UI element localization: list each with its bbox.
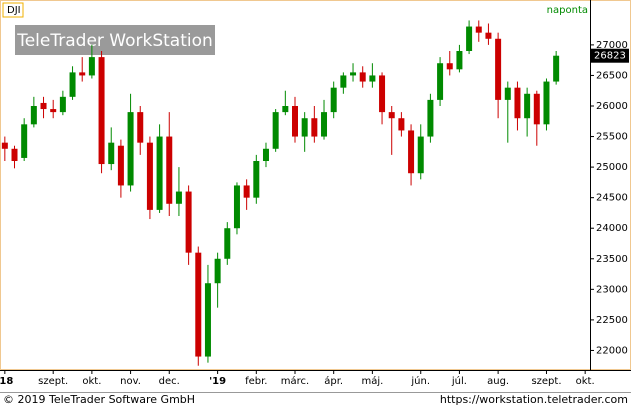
candle-body bbox=[350, 72, 357, 76]
candle-body bbox=[166, 136, 173, 204]
candle-body bbox=[88, 57, 95, 76]
candle-body bbox=[21, 124, 28, 158]
x-tick-label: szept. bbox=[531, 376, 561, 387]
chart-subtitle: naponta bbox=[547, 5, 588, 16]
candle-body bbox=[243, 185, 250, 198]
candle-body bbox=[1, 142, 8, 149]
x-tick-label: jún. bbox=[410, 375, 430, 387]
candle-body bbox=[408, 130, 415, 174]
candle-body bbox=[504, 87, 511, 100]
y-tick-label: 25000 bbox=[596, 162, 628, 173]
candle-body bbox=[359, 72, 366, 82]
candle-body bbox=[137, 112, 144, 143]
watermark: TeleTrader WorkStation bbox=[16, 31, 213, 51]
x-tick-label: júl. bbox=[451, 375, 467, 387]
x-tick-label: máj. bbox=[361, 375, 383, 387]
candle-body bbox=[514, 87, 521, 119]
candle-body bbox=[475, 26, 482, 33]
candle-body bbox=[437, 63, 444, 100]
y-tick-label: 24500 bbox=[596, 193, 628, 204]
candle-body bbox=[40, 102, 47, 110]
candle-body bbox=[292, 106, 298, 137]
candle-body bbox=[533, 93, 540, 125]
candle-body bbox=[330, 87, 337, 113]
candle-body bbox=[204, 283, 211, 357]
y-tick-label: 26000 bbox=[596, 101, 628, 112]
candle-body bbox=[466, 26, 473, 51]
candle-body bbox=[553, 55, 560, 82]
candle-body bbox=[485, 32, 492, 39]
candle-body bbox=[214, 258, 221, 284]
candle-body bbox=[321, 112, 328, 137]
candle-body bbox=[79, 72, 86, 76]
y-tick-label: 25500 bbox=[596, 132, 628, 143]
frame bbox=[0, 0, 631, 370]
y-tick-label: 24000 bbox=[596, 223, 628, 234]
y-tick-label: 26500 bbox=[596, 70, 628, 81]
x-tick-label: okt. bbox=[82, 376, 101, 387]
candle-body bbox=[495, 38, 502, 100]
last-price-label: 26823 bbox=[594, 51, 626, 62]
candle-body bbox=[185, 191, 192, 253]
x-tick-label: '19 bbox=[209, 376, 226, 387]
candle-body bbox=[175, 191, 182, 204]
candle-body bbox=[50, 109, 57, 113]
candle-body bbox=[127, 112, 134, 186]
symbol-box bbox=[2, 2, 24, 18]
candle-body bbox=[224, 228, 231, 259]
x-tick-label: '18 bbox=[0, 376, 13, 387]
y-tick-label: 22500 bbox=[596, 315, 628, 326]
x-tick-label: okt. bbox=[576, 376, 595, 387]
candle-body bbox=[146, 142, 153, 210]
candle-body bbox=[195, 252, 202, 357]
x-tick-label: márc. bbox=[281, 375, 309, 387]
candle-body bbox=[11, 148, 18, 161]
candle-body bbox=[98, 57, 105, 165]
candle-body bbox=[379, 75, 386, 113]
candle-body bbox=[117, 145, 124, 186]
candle-body bbox=[369, 75, 376, 82]
candle-body bbox=[233, 185, 240, 229]
candle-body bbox=[253, 161, 260, 198]
footer-left: © 2019 TeleTrader Software GmbH bbox=[3, 393, 195, 406]
candle-body bbox=[69, 72, 76, 97]
candle-body bbox=[59, 96, 66, 113]
x-tick-label: dec. bbox=[159, 376, 180, 387]
candle-body bbox=[311, 118, 318, 137]
candle-body bbox=[456, 51, 463, 70]
candle-body bbox=[30, 106, 37, 125]
x-tick-label: ápr. bbox=[324, 375, 343, 387]
candle-body bbox=[417, 136, 424, 174]
last-price-box bbox=[591, 48, 629, 63]
candle-body bbox=[108, 142, 115, 165]
x-tick-label: nov. bbox=[120, 376, 141, 387]
candle-body bbox=[524, 93, 531, 119]
candle-body bbox=[272, 112, 279, 149]
candle-body bbox=[388, 112, 395, 119]
x-tick-label: febr. bbox=[245, 376, 267, 387]
x-tick-label: szept. bbox=[38, 376, 68, 387]
chart-title: DJI bbox=[7, 5, 21, 16]
candle-body bbox=[398, 118, 405, 131]
candle-body bbox=[446, 63, 453, 70]
y-tick-label: 23500 bbox=[596, 254, 628, 265]
watermark-box bbox=[15, 25, 215, 55]
candle-body bbox=[427, 99, 434, 137]
x-tick-label: aug. bbox=[487, 376, 509, 387]
y-tick-label: 22000 bbox=[596, 345, 628, 356]
candle-body bbox=[282, 106, 289, 113]
candle-body bbox=[340, 75, 347, 88]
candle-body bbox=[301, 118, 308, 137]
candle-body bbox=[543, 81, 550, 125]
footer-right: https://workstation.teletrader.com bbox=[440, 393, 628, 406]
candle-body bbox=[156, 136, 163, 210]
y-tick-label: 23000 bbox=[596, 284, 628, 295]
candle-body bbox=[262, 148, 269, 161]
y-tick-label: 27000 bbox=[596, 40, 628, 51]
